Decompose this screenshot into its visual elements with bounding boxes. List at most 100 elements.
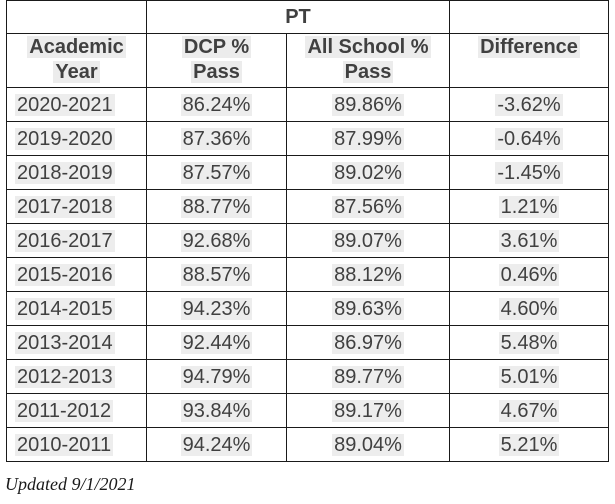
table-row: 2018-2019 87.57% 89.02% -1.45% <box>6 155 609 190</box>
header-all-school-pass: All School % Pass <box>286 33 450 88</box>
all-school-pass-cell: 89.07% <box>286 223 450 258</box>
dcp-pass-cell: 93.84% <box>146 393 287 428</box>
cell-value: 89.02% <box>332 161 404 184</box>
all-school-pass-cell: 89.02% <box>286 155 450 190</box>
cell-value: 5.21% <box>498 433 560 456</box>
dcp-pass-cell: 94.24% <box>146 427 287 462</box>
cell-value: 1.21% <box>498 195 560 218</box>
cell-value: -3.62% <box>495 93 563 116</box>
cell-value: 2014-2015 <box>15 297 115 320</box>
dcp-pass-cell: 92.68% <box>146 223 287 258</box>
all-school-pass-cell: 89.77% <box>286 359 450 394</box>
cell-value: 87.57% <box>180 161 253 184</box>
cell-value: 88.57% <box>180 263 253 286</box>
cell-value: 93.84% <box>180 399 253 422</box>
cell-value: 3.61% <box>498 229 560 252</box>
header-line: All School % <box>305 36 431 58</box>
difference-cell: 3.61% <box>449 223 609 258</box>
dcp-pass-cell: 88.57% <box>146 257 287 292</box>
table-title-row: PT <box>6 0 609 34</box>
academic-year-cell: 2012-2013 <box>6 359 147 394</box>
academic-year-cell: 2014-2015 <box>6 291 147 326</box>
table-row: 2016-2017 92.68% 89.07% 3.61% <box>6 223 609 258</box>
all-school-pass-cell: 89.86% <box>286 87 450 122</box>
academic-year-cell: 2013-2014 <box>6 325 147 360</box>
table-row: 2019-2020 87.36% 87.99% -0.64% <box>6 121 609 156</box>
cell-value: 2013-2014 <box>15 331 115 354</box>
cell-value: 4.67% <box>498 399 560 422</box>
header-academic-year: Academic Year <box>6 33 147 88</box>
academic-year-cell: 2011-2012 <box>6 393 147 428</box>
cell-value: 89.63% <box>332 297 404 320</box>
dcp-pass-cell: 92.44% <box>146 325 287 360</box>
cell-value: 88.12% <box>332 263 404 286</box>
header-line: Pass <box>191 61 242 83</box>
cell-value: 2015-2016 <box>15 263 115 286</box>
cell-value: 87.99% <box>332 127 404 150</box>
cell-value: 87.56% <box>332 195 404 218</box>
academic-year-cell: 2017-2018 <box>6 189 147 224</box>
cell-value: 94.79% <box>180 365 253 388</box>
academic-year-cell: 2020-2021 <box>6 87 147 122</box>
cell-value: 2019-2020 <box>15 127 115 150</box>
header-dcp-pass: DCP % Pass <box>146 33 287 88</box>
all-school-pass-cell: 89.17% <box>286 393 450 428</box>
difference-cell: -0.64% <box>449 121 609 156</box>
dcp-pass-cell: 86.24% <box>146 87 287 122</box>
column-header-row: Academic Year DCP % Pass All School % Pa… <box>6 33 609 88</box>
dcp-pass-cell: 87.57% <box>146 155 287 190</box>
difference-cell: 1.21% <box>449 189 609 224</box>
all-school-pass-cell: 89.04% <box>286 427 450 462</box>
table-title: PT <box>146 0 450 34</box>
dcp-pass-cell: 88.77% <box>146 189 287 224</box>
table-body: 2020-2021 86.24% 89.86% -3.62% 2019-2020 87.3… <box>6 87 609 462</box>
cell-value: 94.23% <box>180 297 253 320</box>
all-school-pass-cell: 87.56% <box>286 189 450 224</box>
all-school-pass-cell: 88.12% <box>286 257 450 292</box>
title-spacer-cell <box>6 0 147 34</box>
table-row: 2020-2021 86.24% 89.86% -3.62% <box>6 87 609 122</box>
cell-value: 2020-2021 <box>15 93 115 116</box>
table-row: 2014-2015 94.23% 89.63% 4.60% <box>6 291 609 326</box>
header-line: Difference <box>478 36 580 58</box>
cell-value: 89.77% <box>332 365 404 388</box>
cell-value: 2010-2011 <box>15 433 114 456</box>
updated-footnote: Updated 9/1/2021 <box>5 474 136 494</box>
cell-value: 92.68% <box>180 229 253 252</box>
academic-year-cell: 2010-2011 <box>6 427 147 462</box>
header-line: Academic <box>27 36 126 58</box>
table-row: 2011-2012 93.84% 89.17% 4.67% <box>6 393 609 428</box>
cell-value: 89.17% <box>332 399 404 422</box>
difference-cell: 4.60% <box>449 291 609 326</box>
cell-value: 2016-2017 <box>15 229 115 252</box>
cell-value: 88.77% <box>180 195 253 218</box>
table-row: 2010-2011 94.24% 89.04% 5.21% <box>6 427 609 462</box>
cell-value: 2017-2018 <box>15 195 115 218</box>
table-row: 2015-2016 88.57% 88.12% 0.46% <box>6 257 609 292</box>
cell-value: 89.07% <box>332 229 404 252</box>
cell-value: 94.24% <box>180 433 253 456</box>
difference-cell: 0.46% <box>449 257 609 292</box>
cell-value: -0.64% <box>495 127 563 150</box>
cell-value: 2018-2019 <box>15 161 115 184</box>
header-line: Pass <box>342 61 394 83</box>
cell-value: 5.01% <box>498 365 560 388</box>
academic-year-cell: 2019-2020 <box>6 121 147 156</box>
table-row: 2013-2014 92.44% 86.97% 5.48% <box>6 325 609 360</box>
cell-value: 2012-2013 <box>15 365 115 388</box>
cell-value: 4.60% <box>498 297 560 320</box>
table-row: 2012-2013 94.79% 89.77% 5.01% <box>6 359 609 394</box>
header-line: DCP % <box>181 36 252 58</box>
cell-value: 89.04% <box>332 433 404 456</box>
cell-value: -1.45% <box>495 161 563 184</box>
cell-value: 92.44% <box>180 331 253 354</box>
header-difference: Difference <box>449 33 609 88</box>
difference-cell: -1.45% <box>449 155 609 190</box>
cell-value: 2011-2012 <box>15 399 114 422</box>
header-line: Year <box>53 61 100 83</box>
difference-cell: 5.01% <box>449 359 609 394</box>
cell-value: 86.24% <box>180 93 253 116</box>
academic-year-cell: 2018-2019 <box>6 155 147 190</box>
academic-year-cell: 2015-2016 <box>6 257 147 292</box>
cell-value: 89.86% <box>332 93 404 116</box>
